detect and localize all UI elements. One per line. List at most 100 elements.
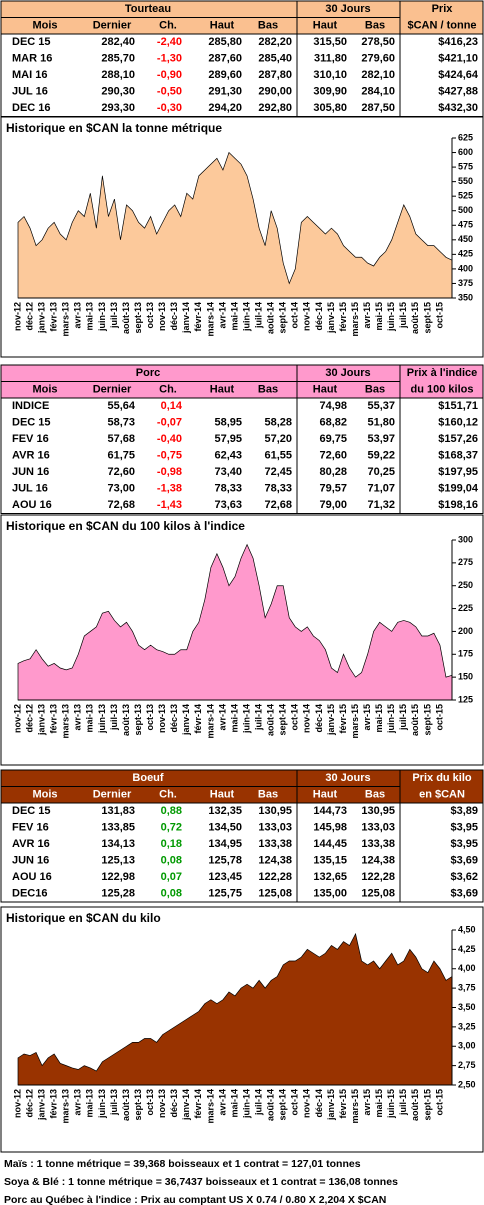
x-tick-label: nov-14 bbox=[302, 302, 312, 331]
table-cell: 285,40 bbox=[258, 53, 292, 65]
table-cell: $3,69 bbox=[450, 888, 478, 900]
price-header: Prix à l'indice bbox=[407, 367, 477, 379]
x-tick-label: janv-14 bbox=[181, 302, 191, 334]
table-cell: 291,30 bbox=[208, 86, 242, 98]
x-tick-label: déc-12 bbox=[24, 704, 34, 733]
x-tick-label: oct-15 bbox=[434, 302, 444, 329]
column-header: Mois bbox=[32, 384, 57, 396]
table-cell: $3,69 bbox=[450, 855, 478, 867]
table-cell: $198,16 bbox=[438, 499, 478, 511]
x-tick-label: oct-14 bbox=[290, 302, 300, 329]
column-header: Ch. bbox=[159, 789, 177, 801]
x-tick-label: févr-14 bbox=[193, 704, 203, 734]
x-tick-label: avr-14 bbox=[217, 704, 227, 731]
table-cell: 68,82 bbox=[319, 417, 347, 429]
table-title: Porc bbox=[136, 367, 160, 379]
area bbox=[17, 151, 453, 299]
table-group: 30 Jours bbox=[325, 367, 370, 379]
table-cell: FEV 16 bbox=[12, 822, 49, 834]
y-tick-label: 150 bbox=[458, 672, 473, 682]
chart-title: Historique en $CAN du 100 kilos à l'indi… bbox=[6, 519, 245, 533]
table-cell: JUL 16 bbox=[12, 483, 48, 495]
table-cell: 133,03 bbox=[361, 822, 395, 834]
table-cell: -0,50 bbox=[157, 86, 182, 98]
table-cell: $3,62 bbox=[450, 871, 478, 883]
table-cell: 71,32 bbox=[367, 499, 395, 511]
table-cell: -0,30 bbox=[157, 102, 182, 114]
table-cell: 125,08 bbox=[258, 888, 292, 900]
table-cell: $3,89 bbox=[450, 805, 478, 817]
x-tick-label: juil-13 bbox=[109, 704, 119, 731]
x-tick-label: mars-13 bbox=[61, 704, 71, 739]
table-cell: 132,65 bbox=[313, 871, 347, 883]
x-tick-label: mars-15 bbox=[350, 704, 360, 739]
table-cell: JUL 16 bbox=[12, 86, 48, 98]
table-border bbox=[0, 769, 484, 903]
column-header: Ch. bbox=[159, 384, 177, 396]
table-cell: 293,30 bbox=[101, 102, 135, 114]
x-tick-label: avr-14 bbox=[217, 302, 227, 329]
column-header: Haut bbox=[210, 384, 235, 396]
x-tick-label: sept-14 bbox=[278, 704, 288, 736]
table-cell: 123,45 bbox=[208, 871, 242, 883]
y-tick-label: 400 bbox=[458, 263, 473, 273]
x-tick-label: janv-15 bbox=[326, 302, 336, 334]
table-cell: -2,40 bbox=[157, 36, 182, 48]
x-tick-label: juil-15 bbox=[398, 1089, 408, 1116]
table-cell: 125,13 bbox=[101, 855, 135, 867]
x-tick-label: avr-13 bbox=[73, 1089, 83, 1116]
column-header: Bas bbox=[365, 384, 385, 396]
table-cell: 78,33 bbox=[264, 483, 292, 495]
table-group: 30 Jours bbox=[325, 3, 370, 15]
x-tick-label: août-15 bbox=[410, 1089, 420, 1121]
table-cell: 73,00 bbox=[107, 483, 135, 495]
x-tick-label: août-13 bbox=[121, 704, 131, 736]
table-cell: JUN 16 bbox=[12, 466, 49, 478]
x-tick-label: nov-12 bbox=[12, 1089, 22, 1118]
table-cell: AOU 16 bbox=[12, 871, 52, 883]
y-tick-label: 3,75 bbox=[458, 983, 476, 993]
x-tick-label: juil-14 bbox=[253, 704, 263, 731]
x-tick-label: juil-15 bbox=[398, 704, 408, 731]
x-tick-label: oct-13 bbox=[145, 1089, 155, 1116]
table-cell: 130,95 bbox=[361, 805, 395, 817]
x-tick-label: nov-13 bbox=[157, 704, 167, 733]
table-cell: 0,18 bbox=[161, 838, 182, 850]
x-tick-label: mars-14 bbox=[205, 704, 215, 739]
table-cell: 278,50 bbox=[361, 36, 395, 48]
column-header: Bas bbox=[258, 384, 278, 396]
y-tick-label: 500 bbox=[458, 205, 473, 215]
table-cell: 130,95 bbox=[258, 805, 292, 817]
table-title: Boeuf bbox=[132, 772, 164, 784]
column-header: Dernier bbox=[93, 20, 132, 32]
x-tick-label: janv-14 bbox=[181, 704, 191, 736]
table-cell: $424,64 bbox=[438, 69, 479, 81]
price-header: $CAN / tonne bbox=[407, 20, 476, 32]
table-cell: 79,00 bbox=[319, 499, 347, 511]
x-tick-label: août-14 bbox=[266, 302, 276, 334]
table-border bbox=[0, 364, 484, 514]
x-tick-label: févr-14 bbox=[193, 302, 203, 332]
table-cell: $3,95 bbox=[450, 822, 478, 834]
x-tick-label: juil-15 bbox=[398, 302, 408, 329]
table-cell: 134,95 bbox=[208, 838, 242, 850]
x-tick-label: févr-13 bbox=[49, 704, 59, 734]
y-tick-label: 3,25 bbox=[458, 1021, 476, 1031]
table-cell: $416,23 bbox=[438, 36, 478, 48]
column-header: Haut bbox=[313, 789, 338, 801]
table-cell: -0,90 bbox=[157, 69, 182, 81]
x-tick-label: juil-13 bbox=[109, 302, 119, 329]
column-header: Dernier bbox=[93, 384, 132, 396]
x-tick-label: mars-14 bbox=[205, 1089, 215, 1124]
table-cell: 62,43 bbox=[214, 450, 242, 462]
table-cell: AVR 16 bbox=[12, 450, 50, 462]
y-tick-label: 4,00 bbox=[458, 963, 476, 973]
table-cell: 287,80 bbox=[258, 69, 292, 81]
table-cell: 282,40 bbox=[101, 36, 135, 48]
table-cell: 135,00 bbox=[313, 888, 347, 900]
table-cell: 69,75 bbox=[319, 433, 347, 445]
chart-title: Historique en $CAN du kilo bbox=[6, 911, 161, 925]
x-tick-label: mars-13 bbox=[61, 1089, 71, 1124]
x-tick-label: févr-13 bbox=[49, 1089, 59, 1119]
